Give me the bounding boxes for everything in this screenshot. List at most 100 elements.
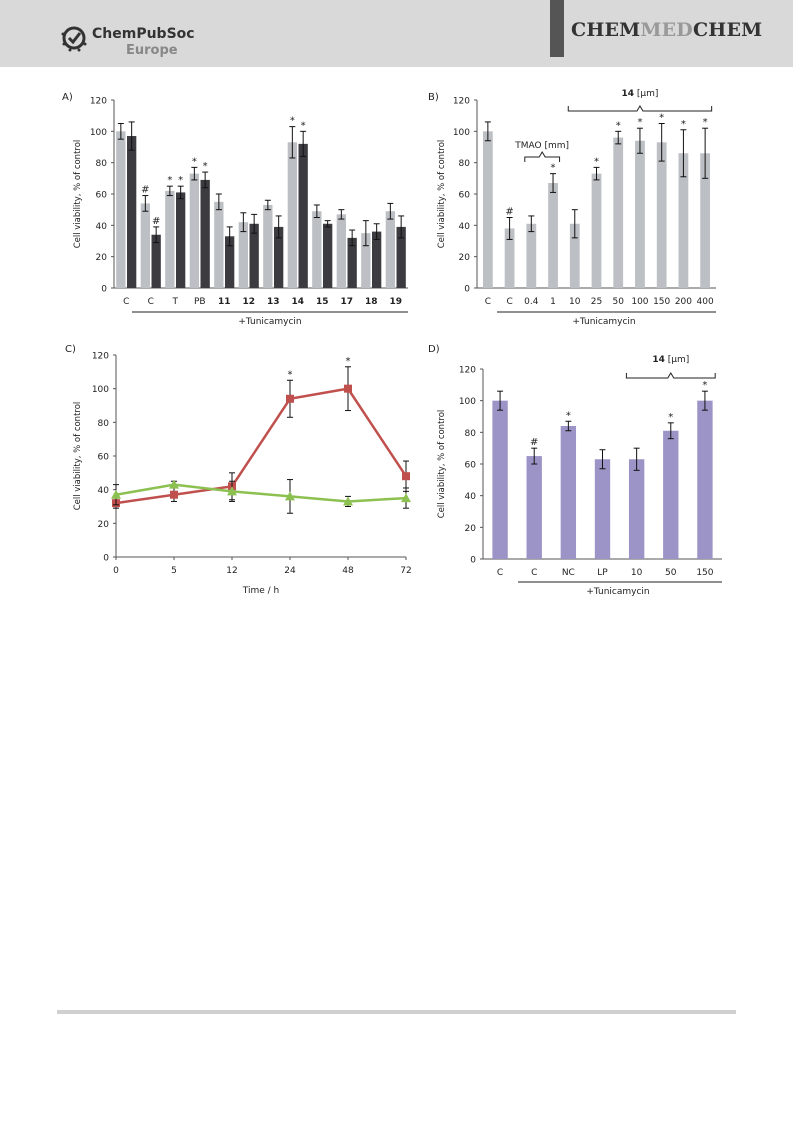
chart-b-bar [591,173,602,288]
chart-c-significance-mark: * [288,369,293,380]
chart-b-x-tick-label: 1 [550,297,556,307]
chart-a-bar [263,204,273,288]
chart-c-y-tick-label: 0 [103,554,109,564]
chart-a-y-tick-label: 120 [90,97,107,107]
publisher-logo-icon [61,26,87,52]
chart-a-x-tick-label: 17 [340,297,353,307]
chart-a-significance-mark: # [152,216,160,227]
chart-b-bar [548,183,558,288]
chart-b-bar [635,140,645,288]
chart-a-bar [151,234,161,288]
chart-d-x-tick-label: NC [562,568,575,578]
chart-b-y-tick-label: 20 [459,253,471,263]
chart-c-panel-label: C) [65,344,76,355]
chart-d-bar [526,456,542,559]
chart-a-x-tick-label: 13 [267,297,280,307]
chart-d-y-tick-label: 120 [459,366,476,376]
chart-a-bar [312,211,322,288]
chart-d-significance-mark: * [668,412,673,423]
chart-c-data-point [286,394,294,403]
chart-a-bar [116,131,126,288]
journal-title: CHEMMEDCHEM [571,19,762,41]
chart-a-x-tick-label: 14 [291,297,304,307]
chart-c-data-point [227,486,237,496]
chart-a-bar [189,173,199,288]
chart-a-y-tick-label: 20 [96,253,108,263]
chart-b-bar [526,223,537,288]
chart-a-x-tick-label: 12 [242,297,255,307]
chart-a-panel-label: A) [62,92,73,103]
chart-d-x-tick-label: LP [597,568,608,578]
chart-d-bar [628,459,645,559]
chart-d-bracket-label-bold: 14 [652,355,665,365]
chart-a-bar [200,179,210,288]
publisher-name: ChemPubSoc [92,26,195,42]
chart-c-x-axis-label: Time / h [242,586,279,596]
journal-accent-bar [550,0,564,57]
chart-d-x-tick-label: 150 [696,568,713,578]
chart-b-y-tick-label: 120 [453,97,470,107]
chart-b-significance-mark: * [681,119,686,130]
chart-b-x-tick-label: 25 [591,297,602,307]
chart-a-significance-mark: * [290,116,295,127]
chart-a-bar [176,192,186,288]
chart-c-data-point [285,491,295,501]
chart-b-y-tick-label: 60 [459,191,471,201]
chart-b-x-tick-label: 50 [613,297,625,307]
chart-c-x-tick-label: 72 [400,566,411,576]
chart-b-y-tick-label: 80 [459,159,471,169]
chart-b-x-tick-label: C [485,297,491,307]
chart-d-bar [560,426,577,559]
chart-a-y-tick-label: 0 [101,285,107,295]
chart-d-x-tick-label: 50 [665,568,677,578]
chart-b-significance-mark: * [659,113,664,124]
chart-a-significance-mark: * [192,156,197,167]
chart-b-bracket-label: TMAO [mm] [514,141,569,151]
chart-a-significance-mark: # [141,185,149,196]
chart-b-bracket-label-unit: [μm] [634,89,658,99]
chart-d-y-tick-label: 60 [465,461,477,471]
chart-b-bar [678,153,689,288]
chart-b-bar [569,223,580,288]
chart-c-y-tick-label: 100 [92,385,109,395]
chart-b-significance-mark: # [505,207,513,218]
chart-c-y-tick-label: 40 [98,486,110,496]
chart-a-y-axis-label: Cell viability, % of control [73,140,83,249]
chart-c-x-tick-label: 5 [171,566,177,576]
chart-b-bar [656,142,667,288]
chart-a-x-tick-label: C [148,297,154,307]
chart-c-data-point [344,384,352,393]
chart-b-bar [504,228,515,288]
chart-d-x-tick-label: C [531,568,537,578]
chart-d-bar [697,400,713,559]
chart-a-x-tick-label: C [123,297,129,307]
chart-a-bar [323,223,333,288]
chart-c-significance-mark: * [346,356,351,367]
chart-a-bar [361,233,371,288]
chart-d-y-tick-label: 100 [459,397,476,407]
chart-a-bar [396,226,406,288]
chart-b-x-tick-label: C [506,297,512,307]
chart-a-significance-mark: * [178,175,183,186]
chart-a-y-tick-label: 80 [96,159,108,169]
chart-c-y-tick-label: 80 [98,419,110,429]
chart-d-y-axis-label: Cell viability, % of control [437,410,447,519]
chart-c-data-point [170,490,178,499]
chart-b-x-tick-label: 150 [653,297,670,307]
chart-b-x-tick-label: 100 [631,297,648,307]
chart-d-y-tick-label: 80 [465,429,477,439]
chart-a-bar [287,142,297,288]
chart-b-group-label: +Tunicamycin [572,317,635,327]
chart-c-data-point [111,489,121,499]
chart-a-bar [225,236,235,288]
chart-c-x-tick-label: 12 [226,566,237,576]
chart-d-panel-label: D) [428,344,440,355]
chart-a-bar [127,136,137,288]
journal-title-part2: MED [640,19,693,41]
chart-c-y-tick-label: 60 [98,453,110,463]
chart-a-bar [347,237,357,288]
chart-b-bar [700,153,711,288]
chart-d-group-label: +Tunicamycin [586,587,649,597]
chart-a-x-tick-label: 18 [365,297,378,307]
chart-c-x-tick-label: 48 [342,566,354,576]
